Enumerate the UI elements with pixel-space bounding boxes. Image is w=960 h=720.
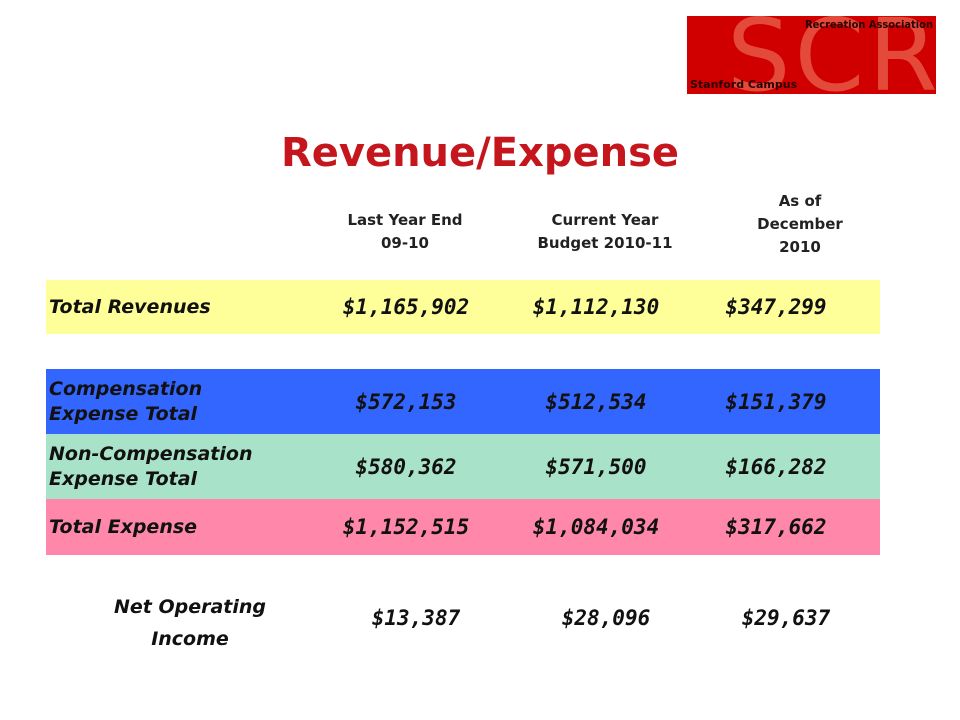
column-header-as-of-december: As of December 2010 (720, 190, 880, 259)
logo-bottom-text: Stanford Campus (690, 78, 798, 91)
column-header-line: December (757, 215, 843, 233)
net-value-last-year: $13,387 (371, 606, 461, 630)
row-label-line: Total Revenues (49, 295, 211, 318)
row-total-revenues: Total Revenues $1,165,902 $1,112,130 $34… (46, 280, 880, 334)
row-total-expense: Total Expense $1,152,515 $1,084,034 $317… (46, 499, 880, 555)
net-operating-income-label: Net Operating Income (80, 591, 300, 655)
column-header-line: Current Year (551, 211, 659, 229)
value-as-of-december: $166,282 (725, 454, 827, 479)
column-header-line: 2010 (779, 238, 821, 256)
row-label-line: Expense Total (49, 467, 198, 490)
value-as-of-december: $347,299 (725, 295, 827, 319)
row-label-line: Non-Compensation (49, 442, 253, 465)
value-as-of-december: $317,662 (725, 515, 827, 539)
value-current-budget: $1,084,034 (532, 515, 660, 539)
value-last-year: $580,362 (355, 454, 457, 479)
column-header-last-year: Last Year End 09-10 (320, 209, 490, 255)
value-current-budget: $1,112,130 (532, 295, 660, 319)
row-label: Compensation Expense Total (49, 369, 202, 434)
net-value-current-budget: $28,096 (561, 606, 651, 630)
row-label: Non-Compensation Expense Total (49, 434, 252, 499)
net-label-line: Net Operating (113, 596, 267, 618)
column-header-current-budget: Current Year Budget 2010-11 (510, 209, 700, 255)
net-value-as-of-december: $29,637 (741, 606, 831, 630)
row-label-line: Expense Total (49, 402, 198, 425)
value-current-budget: $512,534 (545, 389, 647, 414)
row-label: Total Expense (49, 499, 197, 555)
scra-logo: SCRA Recreation Association Stanford Cam… (687, 16, 936, 94)
column-header-line: 09-10 (381, 234, 429, 252)
column-header-line: Last Year End (347, 211, 463, 229)
row-label-line: Total Expense (49, 515, 198, 538)
net-label-line: Income (151, 628, 229, 650)
row-label: Total Revenues (49, 280, 211, 334)
row-non-compensation-expense: Non-Compensation Expense Total $580,362 … (46, 434, 880, 499)
value-current-budget: $571,500 (545, 454, 647, 479)
value-as-of-december: $151,379 (725, 389, 827, 414)
row-label-line: Compensation (49, 377, 203, 400)
value-last-year: $1,165,902 (342, 295, 470, 319)
logo-letters: SCRA (727, 16, 936, 94)
value-last-year: $1,152,515 (342, 515, 470, 539)
logo-top-text: Recreation Association (804, 18, 933, 31)
column-header-line: Budget 2010-11 (537, 234, 673, 252)
row-compensation-expense: Compensation Expense Total $572,153 $512… (46, 369, 880, 434)
page-title: Revenue/Expense (280, 130, 680, 176)
column-header-line: As of (778, 192, 822, 210)
value-last-year: $572,153 (355, 389, 457, 414)
